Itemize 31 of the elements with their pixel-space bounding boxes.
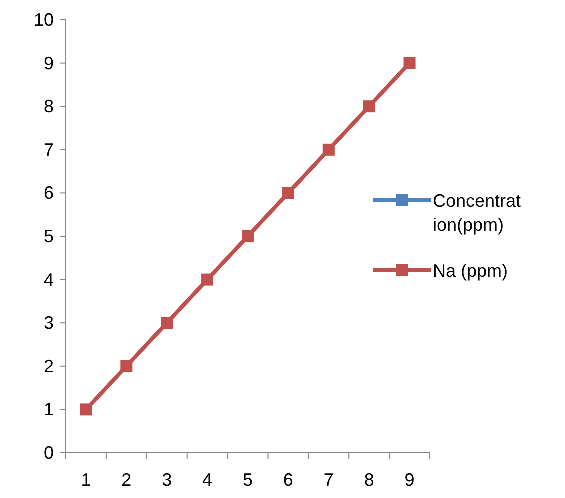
point	[363, 100, 376, 113]
y-tick-label: 10	[34, 10, 54, 30]
point	[202, 274, 214, 286]
point	[80, 404, 92, 416]
x-tick-label: 6	[283, 470, 294, 490]
y-tick-label: 1	[44, 400, 54, 420]
legend-label: Na (ppm)	[433, 261, 508, 281]
x-tick-label: 7	[324, 470, 334, 490]
x-tick-label: 4	[202, 470, 213, 490]
point	[322, 144, 335, 156]
x-tick-label: 3	[162, 470, 172, 490]
x-tick-label: 2	[122, 470, 132, 490]
x-tick-label: 8	[364, 470, 374, 490]
legend-label: Concentration(ppm)	[433, 191, 522, 235]
y-tick-label: 9	[44, 53, 54, 74]
y-tick-label: 6	[44, 183, 54, 204]
x-tick-label: 9	[404, 470, 415, 490]
y-tick-label: 0	[44, 443, 54, 463]
point	[120, 360, 133, 372]
y-tick-label: 8	[44, 96, 54, 117]
point	[161, 317, 174, 330]
y-tick-label: 5	[44, 226, 54, 246]
y-tick-label: 4	[44, 270, 54, 290]
point	[282, 187, 294, 200]
point	[242, 230, 254, 242]
y-tick-label: 2	[44, 356, 54, 376]
point	[404, 57, 416, 70]
y-tick-label: 7	[44, 140, 54, 160]
x-tick-label: 1	[81, 470, 92, 490]
y-tick-label: 3	[44, 313, 54, 334]
x-tick-label: 5	[242, 470, 254, 490]
